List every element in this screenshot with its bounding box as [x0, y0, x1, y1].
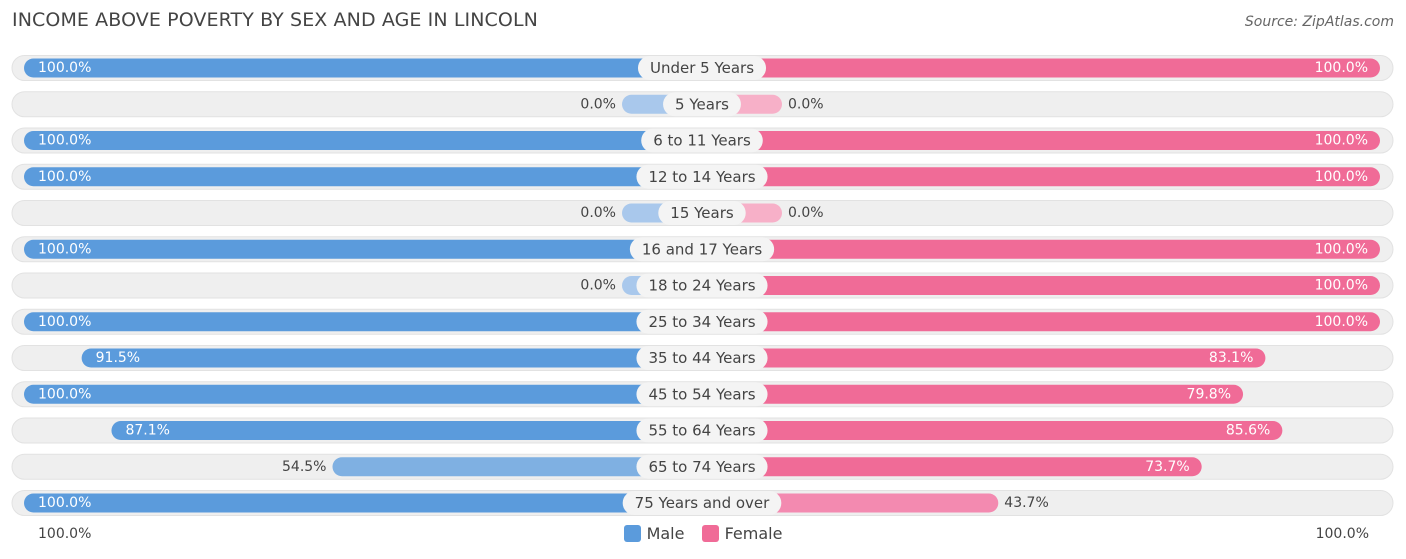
legend: Male Female: [0, 524, 1406, 546]
bar-male: [24, 312, 712, 332]
bar-male: [24, 239, 712, 259]
chart-area: 100.0% 100.0% Under 5 Years 0.0% 0.0% 5 Years…: [11, 55, 1394, 516]
value-label-female: 100.0%: [1315, 169, 1368, 185]
bar-male: [24, 493, 712, 513]
category-label: 15 Years: [670, 204, 734, 222]
value-label-female: 100.0%: [1315, 278, 1368, 294]
bar-female: [692, 276, 1380, 295]
legend-swatch-male: [623, 525, 641, 542]
bar-female: [692, 312, 1380, 332]
category-pill: [636, 454, 768, 479]
category-label: 65 to 74 Years: [648, 458, 755, 476]
category-pill: [636, 309, 768, 334]
category-label: 75 Years and over: [635, 494, 770, 512]
value-label-male: 100.0%: [38, 169, 91, 185]
category-label: 16 and 17 Years: [642, 240, 762, 258]
legend-label-female: Female: [724, 524, 783, 543]
value-label-male: 91.5%: [96, 350, 140, 366]
value-label-male: 100.0%: [38, 133, 91, 149]
bar-female: [692, 421, 1283, 440]
legend-item-female[interactable]: Female: [701, 524, 783, 543]
value-label-female: 0.0%: [788, 96, 824, 112]
category-label: 25 to 34 Years: [648, 313, 755, 331]
category-pill: [636, 273, 768, 298]
axis-left-label: 100.0%: [38, 526, 92, 542]
value-label-female: 100.0%: [1315, 133, 1368, 149]
category-label: 35 to 44 Years: [648, 349, 755, 367]
category-label: 12 to 14 Years: [648, 168, 755, 186]
bar-male: [111, 421, 713, 440]
category-label: 55 to 64 Years: [648, 422, 755, 440]
category-pill: [636, 346, 768, 370]
bar-male: [24, 167, 712, 187]
bar-male: [24, 384, 712, 404]
source-credit: Source: ZipAtlas.com: [1244, 14, 1394, 30]
value-label-female: 100.0%: [1315, 314, 1368, 330]
category-label: 45 to 54 Years: [648, 385, 755, 403]
value-label-male: 100.0%: [38, 314, 91, 330]
category-pill: [663, 92, 741, 117]
category-pill: [629, 237, 775, 262]
value-label-male: 0.0%: [580, 278, 616, 294]
value-label-male: 54.5%: [282, 459, 326, 475]
value-label-male: 100.0%: [38, 495, 91, 511]
category-pill: [641, 128, 763, 153]
value-label-female: 79.8%: [1187, 386, 1231, 402]
value-label-female: 100.0%: [1315, 60, 1368, 76]
value-label-male: 87.1%: [125, 423, 169, 439]
bar-female: [692, 457, 1202, 477]
category-pill: [658, 201, 746, 225]
category-pill: [637, 56, 767, 80]
value-label-female: 0.0%: [788, 205, 824, 221]
bar-male: [81, 348, 712, 368]
category-label: 18 to 24 Years: [648, 277, 755, 295]
value-label-male: 100.0%: [38, 60, 91, 76]
legend-label-male: Male: [646, 524, 685, 543]
category-pill: [636, 164, 768, 189]
bar-female: [692, 348, 1266, 368]
value-label-male: 100.0%: [38, 241, 91, 257]
bar-female: [692, 167, 1380, 187]
value-label-female: 73.7%: [1145, 459, 1189, 475]
category-pill: [622, 491, 782, 515]
category-pill: [636, 382, 768, 407]
bar-male: [24, 131, 712, 150]
category-label: Under 5 Years: [650, 59, 754, 77]
category-pill: [636, 418, 768, 443]
value-label-male: 0.0%: [580, 96, 616, 112]
bar-female: [692, 58, 1380, 78]
legend-swatch-female: [701, 525, 719, 542]
chart-title: INCOME ABOVE POVERTY BY SEX AND AGE IN L…: [12, 9, 538, 31]
bar-female: [692, 131, 1380, 150]
legend-item-male[interactable]: Male: [623, 524, 685, 543]
bar-female: [692, 384, 1244, 404]
value-label-female: 85.6%: [1226, 423, 1270, 439]
bar-male: [24, 58, 712, 78]
value-label-female: 83.1%: [1209, 350, 1253, 366]
category-label: 5 Years: [675, 95, 729, 113]
value-label-female: 100.0%: [1315, 241, 1368, 257]
bar-female: [692, 239, 1380, 259]
axis-right-label: 100.0%: [1315, 526, 1369, 542]
value-label-male: 0.0%: [580, 205, 616, 221]
value-label-male: 100.0%: [38, 386, 91, 402]
value-label-female: 43.7%: [1004, 495, 1048, 511]
category-label: 6 to 11 Years: [653, 132, 751, 150]
bar-male: [332, 457, 712, 477]
